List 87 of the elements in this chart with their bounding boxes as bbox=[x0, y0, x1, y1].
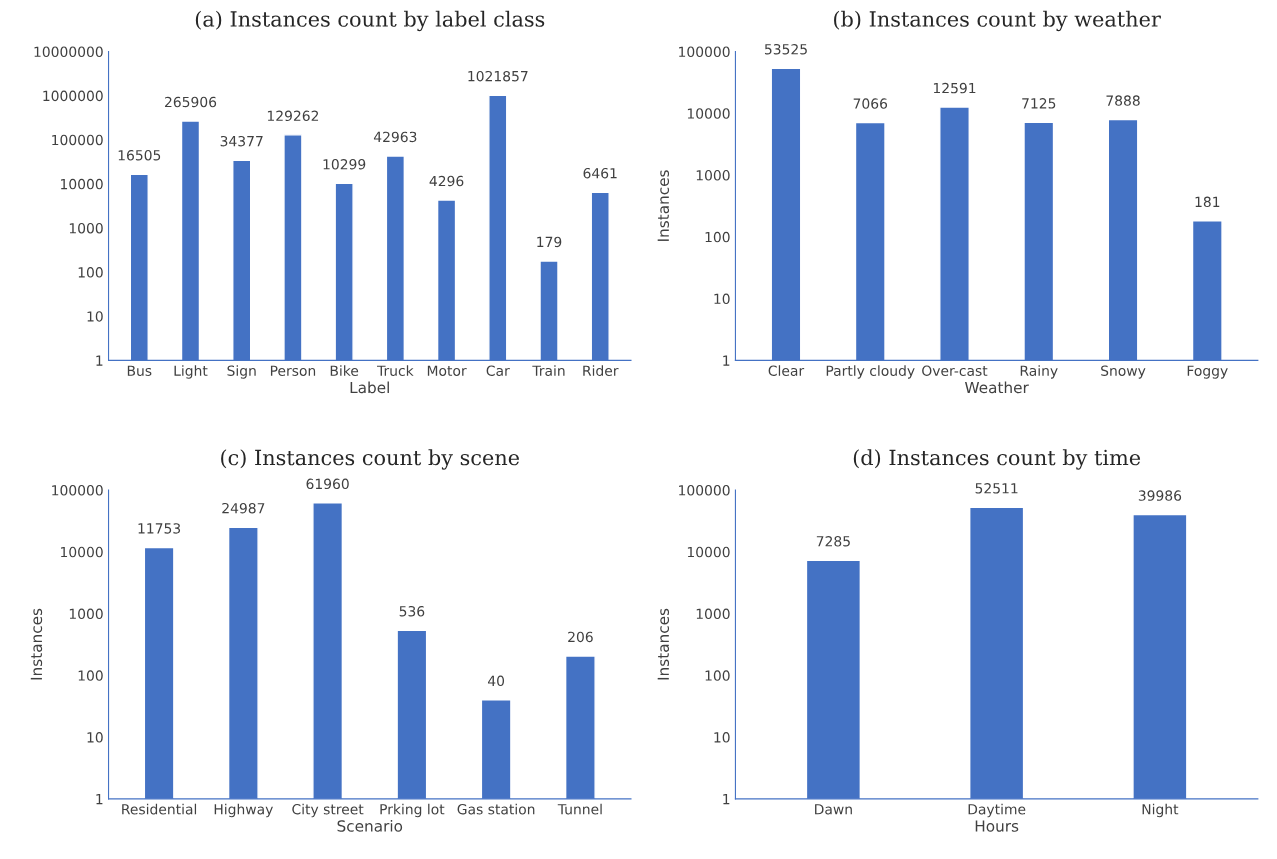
data-label: 34377 bbox=[220, 135, 263, 147]
x-axis-title: Hours bbox=[975, 820, 1019, 832]
y-tick-label: 1 bbox=[96, 355, 103, 366]
y-tick-label: 1 bbox=[723, 794, 730, 805]
y-tick-label: 1 bbox=[723, 355, 730, 366]
y-tick-label: 10 bbox=[714, 293, 730, 305]
x-tick-label: Prking lot bbox=[380, 803, 445, 818]
x-tick-label: Over-cast bbox=[922, 365, 988, 376]
data-label: 265906 bbox=[165, 96, 217, 108]
x-tick-label: Motor bbox=[427, 365, 467, 376]
y-tick-label: 1000000 bbox=[43, 90, 103, 102]
y-tick-label: 10000 bbox=[687, 546, 730, 558]
x-tick-label: Daytime bbox=[968, 803, 1026, 818]
y-tick-label: 10 bbox=[87, 732, 103, 743]
chart-title: (d) Instances count by time bbox=[853, 449, 1141, 470]
y-tick-label: 1000 bbox=[696, 608, 730, 620]
data-label: 7888 bbox=[1106, 95, 1140, 106]
x-axis-title: Scenario bbox=[337, 819, 403, 832]
x-tick-label: Sign bbox=[227, 365, 256, 379]
x-tick-label: Dawn bbox=[815, 804, 852, 815]
y-tick-label: 10000000 bbox=[34, 46, 103, 58]
x-tick-label: Truck bbox=[377, 365, 414, 376]
x-tick-label: Clear bbox=[768, 365, 805, 376]
data-label: 16505 bbox=[118, 149, 161, 161]
data-label: 12591 bbox=[933, 82, 976, 94]
data-label: 179 bbox=[537, 236, 562, 248]
x-tick-label: Train bbox=[532, 365, 565, 376]
y-tick-label: 100 bbox=[78, 670, 103, 681]
y-axis-title: Instances bbox=[657, 608, 670, 680]
data-label: 6461 bbox=[583, 167, 617, 179]
data-label: 24987 bbox=[222, 502, 265, 514]
y-tick-label: 100 bbox=[705, 231, 730, 243]
data-label: 129262 bbox=[267, 110, 319, 122]
data-label: 10299 bbox=[323, 159, 366, 170]
x-tick-label: Foggy bbox=[1187, 365, 1228, 379]
y-tick-label: 1000 bbox=[69, 608, 103, 620]
y-axis-title: Instances bbox=[30, 608, 43, 680]
data-label: 52511 bbox=[975, 483, 1018, 494]
y-tick-label: 100000 bbox=[52, 485, 103, 496]
chart-title: (a) Instances count by label class bbox=[195, 10, 545, 32]
data-label: 40 bbox=[487, 675, 505, 687]
chart-title: (b) Instances count by weather bbox=[834, 10, 1161, 32]
y-tick-label: 10 bbox=[714, 732, 730, 743]
x-tick-label: City street bbox=[292, 803, 364, 818]
x-tick-label: Bike bbox=[330, 365, 359, 376]
data-label: 61960 bbox=[306, 478, 349, 490]
data-label: 7125 bbox=[1022, 98, 1056, 109]
y-tick-label: 100 bbox=[78, 267, 103, 278]
y-tick-label: 1000 bbox=[69, 222, 103, 234]
x-tick-label: Car bbox=[486, 365, 510, 376]
y-axis-title: Instances bbox=[657, 170, 670, 241]
x-tick-label: Bus bbox=[127, 365, 152, 376]
y-tick-label: 1 bbox=[96, 794, 103, 805]
data-label: 42963 bbox=[373, 131, 417, 143]
y-tick-label: 100000 bbox=[679, 485, 730, 496]
data-label: 11753 bbox=[138, 523, 181, 534]
data-label: 53525 bbox=[764, 44, 807, 55]
x-axis-title: Label bbox=[350, 381, 389, 394]
x-tick-label: Rider bbox=[583, 365, 619, 376]
data-label: 1021857 bbox=[468, 70, 528, 82]
data-label: 7066 bbox=[853, 98, 888, 109]
x-tick-label: Light bbox=[174, 365, 208, 379]
y-tick-label: 100000 bbox=[679, 46, 730, 58]
y-tick-label: 10 bbox=[87, 311, 103, 322]
chart-title: (c) Instances count by scene bbox=[221, 449, 520, 470]
y-tick-label: 100000 bbox=[52, 134, 103, 146]
x-axis-title: Weather bbox=[964, 381, 1029, 394]
x-tick-label: Gas station bbox=[457, 803, 535, 815]
x-tick-label: Snowy bbox=[1101, 365, 1146, 379]
y-tick-label: 1000 bbox=[696, 170, 730, 181]
x-tick-label: Rainy bbox=[1020, 365, 1058, 379]
x-tick-label: Highway bbox=[214, 803, 273, 818]
x-tick-label: Tunnel bbox=[557, 803, 602, 815]
x-tick-label: Partly cloudy bbox=[826, 365, 915, 379]
x-tick-label: Night bbox=[1142, 803, 1179, 818]
data-label: 7285 bbox=[816, 536, 850, 547]
data-label: 206 bbox=[568, 631, 593, 643]
data-label: 39986 bbox=[1138, 490, 1182, 501]
data-label: 4296 bbox=[429, 175, 464, 187]
y-tick-label: 10000 bbox=[687, 108, 730, 119]
y-tick-label: 10000 bbox=[61, 178, 103, 190]
data-label: 536 bbox=[399, 606, 425, 617]
y-tick-label: 10000 bbox=[61, 546, 103, 558]
y-tick-label: 100 bbox=[705, 670, 730, 681]
x-tick-label: Residential bbox=[122, 803, 197, 815]
x-tick-label: Person bbox=[270, 365, 316, 376]
data-label: 181 bbox=[1195, 196, 1220, 208]
